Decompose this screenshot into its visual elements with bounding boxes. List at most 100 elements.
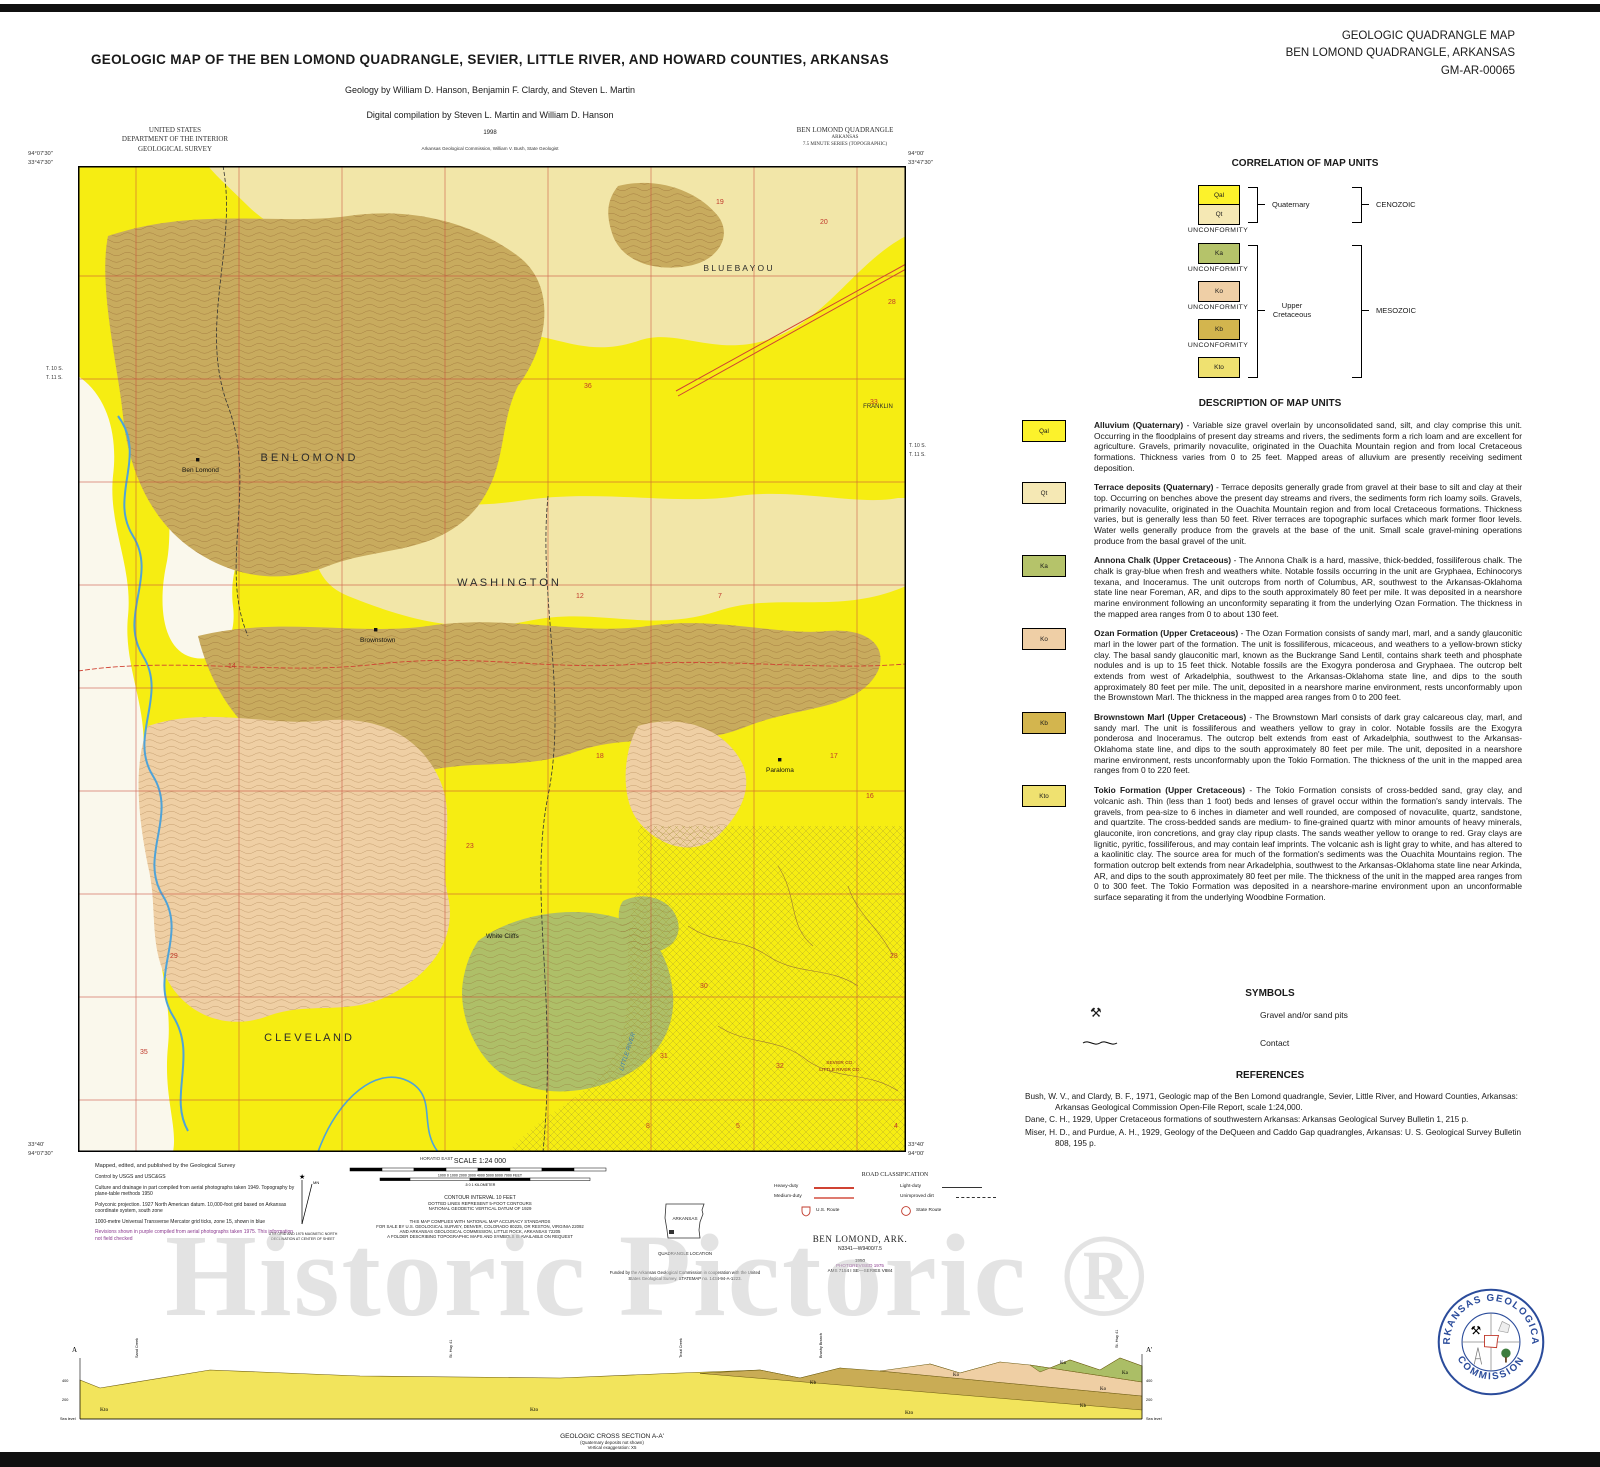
mesozoic-bracket [1352,245,1362,378]
reference-item: Dane, C. H., 1929, Upper Cretaceous form… [1025,1115,1469,1125]
sheet-photorevised: PHOTOREVISED 1975 [836,1263,884,1268]
corr-unit-ka: Ka [1198,243,1240,264]
town-labels: Ben Lomond Brownstown Paraloma White Cli… [182,458,794,940]
map-border [78,166,906,1152]
correlation-title: CORRELATION OF MAP UNITS [1231,158,1379,169]
cenozoic-bracket [1352,187,1362,223]
town-ben-lomond: Ben Lomond [182,467,219,474]
cretaceous-label: Cretaceous [1272,310,1312,319]
seal-crystal-icon [1498,1321,1511,1334]
town-white-cliffs: White Cliffs [486,933,519,940]
sheet-id-line3: GM-AR-00065 [1440,64,1515,77]
section-number: 32 [776,1063,784,1070]
section-number: 5 [736,1123,740,1130]
funding-note: Funded by the Arkansas Geological Commis… [609,1270,761,1282]
heavy-duty-line [814,1187,854,1190]
unit-entry-kb: Kb Brownstown Marl (Upper Cretaceous) - … [1022,712,1522,776]
cross-section-figure: A A' 400 200 Sea level 400 200 Sea level… [60,1330,1162,1421]
unit-name: Tokio Formation (Upper Cretaceous) [1094,785,1245,796]
quad-line3: 7.5 MINUTE SERIES (TOPOGRAPHIC) [802,141,888,147]
quaternary-bracket [1248,187,1258,223]
cenozoic-label: CENOZOIC [1376,200,1416,209]
xsec-a-prime-label: A' [1146,1346,1152,1354]
upper-label: Upper [1281,301,1303,310]
bayou-label: B L U E B A Y O U [703,263,772,273]
section-number: 29 [170,953,178,960]
section-number: 31 [660,1053,668,1060]
town-brownstown: Brownstown [360,637,396,644]
xsec-a-label: A [72,1346,77,1354]
section-number: 16 [866,793,874,800]
franklin-label: FRANKLIN [863,404,893,410]
declination-caption-2: DECLINATION AT CENTER OF SHEET [271,1237,335,1242]
agency-line3: GEOLOGICAL SURVEY [137,144,213,153]
unit-entry-qal: Qal Alluvium (Quaternary) - Variable siz… [1022,420,1522,473]
upper-cretaceous-label: Upper Cretaceous [1264,301,1320,319]
sheet-code: N3341—W9400/7.5 [838,1246,882,1252]
corr-unit-kb: Kb [1198,319,1240,340]
corr-unit-ko: Ko [1198,281,1240,302]
compliance-line3: AND ARKANSAS GEOLOGICAL COMMISSION, LITT… [399,1229,561,1234]
gravel-pits-label: Gravel and/or sand pits [1260,1010,1348,1020]
note-mapped: Mapped, edited, and published by the Geo… [95,1163,236,1169]
watermark: Historic Pictoric ® [165,1210,1150,1341]
description-list: Qal Alluvium (Quaternary) - Variable siz… [1022,420,1522,912]
unit-name: Annona Chalk (Upper Cretaceous) [1094,555,1232,566]
unit-entry-qt: Qt Terrace deposits (Quaternary) - Terra… [1022,482,1522,546]
unit-entry-ka: Ka Annona Chalk (Upper Cretaceous) - The… [1022,555,1522,619]
scale-feet-row: 1000 0 1000 2000 3000 4000 5000 6000 700… [438,1174,523,1178]
note-projection: Polyconic projection. 1927 North America… [95,1201,287,1215]
section-number: 33 [870,399,878,406]
section-grid [78,166,906,1152]
corner-tl-lon: 94°07'30" [28,151,53,157]
unconformity-label: UNCONFORMITY [1187,342,1249,349]
unit-swatch-kto: Kto [1022,785,1066,808]
symbols-title: SYMBOLS [1245,988,1295,999]
unit-name: Alluvium (Quaternary) [1094,420,1184,430]
bracket-tick [1361,310,1369,311]
xsec-elev-400-right: 400 [1146,1379,1152,1383]
road-class-title: ROAD CLASSIFICATION [861,1172,929,1178]
agency-line2: DEPARTMENT OF THE INTERIOR [121,135,229,144]
xsec-elev-200-right: 200 [1146,1398,1152,1402]
contour-interval-line2: DOTTED LINES REPRESENT 5-FOOT CONTOURS [428,1201,532,1206]
unit-name: Brownstown Marl (Upper Cretaceous) [1094,712,1247,723]
unconformity-label: UNCONFORMITY [1187,304,1249,311]
quad-line1: BEN LOMOND QUADRANGLE [796,126,894,134]
corner-br-lat: 33°40' [908,1142,925,1148]
references-list: Bush, W. V., and Clardy, B. F., 1971, Ge… [1025,1092,1525,1151]
agency-line1: UNITED STATES [148,126,202,134]
year-line: 1998 [483,130,497,136]
quadrangle-location-caption: QUADRANGLE LOCATION [657,1251,713,1256]
xsec-title: GEOLOGIC CROSS SECTION A-A' [560,1433,664,1440]
corner-bl-lon: 94°07'30" [28,1151,53,1157]
unit-text: - The Annona Chalk is a hard, massive, t… [1094,555,1523,619]
xsec-ka-label: Ka [1122,1371,1129,1376]
township-t11-right: T. 11 S. [909,452,926,458]
bracket-tick [1257,310,1265,311]
seal-arkansas-shape [1484,1335,1500,1349]
map-credit-notes: Mapped, edited, and published by the Geo… [95,1163,300,1246]
section-number: 23 [466,843,474,850]
bracket-tick [1257,204,1265,205]
us-route-label: U.S. Route [816,1208,840,1213]
township-t11-left: T. 11 S. [46,375,63,381]
note-revisions: Revisions shown in purple compiled from … [95,1229,294,1242]
compilation-line: Digital compilation by Steven L. Martin … [366,110,614,120]
xsec-ka-label: Ka [1060,1361,1067,1366]
unit-text: - The Ozan Formation consists of sandy m… [1094,628,1523,703]
unit-text: - The Brownstown Marl consists of dark g… [1094,712,1523,776]
xsec-sea-level-left: Sea level [60,1417,76,1421]
sheet-id-block: GEOLOGIC QUADRANGLE MAP BEN LOMOND QUADR… [1055,28,1515,80]
compliance-line1: THIS MAP COMPLIES WITH NATIONAL MAP ACCU… [409,1219,551,1224]
xsec-feature-label: Brushy Branch [819,1333,823,1358]
xsec-feature-label: Trout Creek [679,1338,683,1358]
note-control: Control by USGS and USC&GS [95,1174,166,1181]
note-utm: 1000-metre Universal Transverse Mercator… [95,1218,266,1225]
section-number: 36 [584,383,592,390]
section-number: 7 [718,593,722,600]
river-lines [117,415,439,1152]
township-label-cleveland: C L E V E L A N D [264,1032,352,1044]
section-number: 8 [646,1123,650,1130]
town-paraloma: Paraloma [766,767,794,774]
